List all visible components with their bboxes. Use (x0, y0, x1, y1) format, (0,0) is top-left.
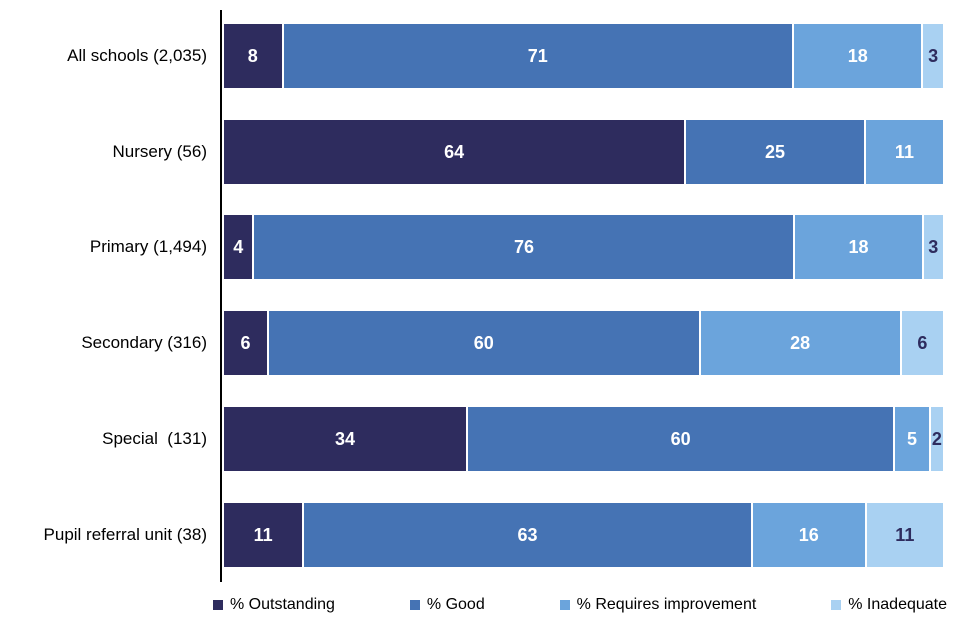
bar-segment-requires-improvement: 11 (863, 119, 943, 184)
bar-row: All schools (2,035) 8 71 18 3 (0, 8, 960, 104)
value-label: 34 (335, 429, 356, 450)
value-label: 11 (894, 141, 914, 162)
legend-swatch-outstanding-icon (213, 600, 223, 610)
y-axis-line (220, 10, 222, 582)
value-label: 3 (928, 237, 939, 258)
category-label: Secondary (316) (81, 333, 207, 353)
bar-segment-inadequate: 3 (921, 23, 943, 88)
legend-label: % Requires improvement (576, 596, 757, 613)
bar-segment-requires-improvement: 18 (793, 215, 922, 280)
value-label: 64 (444, 141, 465, 162)
legend-swatch-requires-improvement-icon (559, 600, 570, 610)
legend-item-requires-improvement: % Requires improvement (559, 596, 757, 614)
bar-segment-outstanding: 34 (224, 407, 467, 472)
bar-segment-good: 76 (252, 215, 794, 280)
legend-item-outstanding: % Outstanding (213, 596, 335, 614)
legend-label: % Outstanding (230, 596, 335, 613)
bar-segment-inadequate: 6 (899, 311, 943, 376)
bar-segment-good: 60 (267, 311, 699, 376)
value-label: 11 (895, 524, 915, 545)
category-label: All schools (2,035) (67, 45, 207, 65)
bar-segment-outstanding: 11 (224, 502, 303, 567)
legend: % Outstanding % Good % Requires improvemen… (213, 593, 947, 617)
bar-segment-requires-improvement: 28 (698, 311, 900, 376)
bar-row: Nursery (56) 64 25 11 (0, 104, 960, 200)
value-label: 11 (253, 524, 273, 545)
bar-segment-outstanding: 8 (224, 23, 282, 88)
value-label: 60 (473, 333, 494, 354)
value-label: 8 (247, 45, 258, 66)
bar-segment-requires-improvement: 5 (893, 407, 929, 472)
legend-item-inadequate: % Inadequate (831, 596, 947, 614)
bar-row: Special (131) 34 60 5 2 (0, 391, 960, 487)
category-label: Nursery (56) (112, 141, 207, 161)
plot-area: All schools (2,035) 8 71 18 3 Nursery (56) 64 2… (0, 8, 960, 583)
bar-segment-requires-improvement: 16 (750, 502, 865, 567)
legend-label: % Good (426, 596, 485, 613)
legend-label: % Inadequate (848, 596, 947, 613)
bar-segment-outstanding: 4 (224, 215, 253, 280)
value-label: 76 (513, 237, 534, 258)
category-label: Pupil referral unit (38) (43, 524, 207, 544)
legend-item-good: % Good (409, 596, 485, 614)
stacked-bar: 4 76 18 3 (224, 215, 943, 280)
value-label: 60 (670, 429, 691, 450)
stacked-bar: 6 60 28 6 (224, 311, 943, 376)
value-label: 18 (848, 237, 869, 258)
bar-segment-inadequate: 11 (864, 502, 943, 567)
stacked-bar: 64 25 11 (224, 119, 943, 184)
bar-row: Pupil referral unit (38) 11 63 16 11 (0, 487, 960, 583)
value-label: 5 (906, 429, 917, 450)
bar-segment-good: 25 (684, 119, 864, 184)
value-label: 6 (917, 333, 928, 354)
stacked-bar: 34 60 5 2 (224, 407, 943, 472)
value-label: 18 (847, 45, 868, 66)
stacked-bar: 8 71 18 3 (224, 23, 943, 88)
bar-segment-outstanding: 6 (224, 311, 268, 376)
value-label: 71 (527, 45, 548, 66)
bar-segment-inadequate: 2 (928, 407, 943, 472)
bar-segment-requires-improvement: 18 (792, 23, 922, 88)
bar-segment-good: 60 (466, 407, 894, 472)
bar-segment-good: 63 (302, 502, 751, 567)
legend-swatch-good-icon (409, 600, 420, 610)
value-label: 2 (931, 429, 942, 450)
category-label: Primary (1,494) (89, 237, 207, 257)
value-label: 4 (233, 237, 244, 258)
value-label: 16 (798, 524, 819, 545)
category-label: Special (131) (102, 429, 207, 449)
bar-segment-outstanding: 64 (224, 119, 685, 184)
value-label: 25 (765, 141, 786, 162)
value-label: 3 (928, 45, 939, 66)
bar-segment-good: 71 (281, 23, 792, 88)
stacked-bar: 11 63 16 11 (224, 502, 943, 567)
value-label: 6 (240, 333, 251, 354)
bar-row: Secondary (316) 6 60 28 6 (0, 295, 960, 391)
bar-segment-inadequate: 3 (921, 215, 943, 280)
bar-row: Primary (1,494) 4 76 18 3 (0, 200, 960, 296)
legend-swatch-inadequate-icon (831, 600, 842, 610)
value-label: 63 (517, 524, 538, 545)
value-label: 28 (790, 333, 811, 354)
